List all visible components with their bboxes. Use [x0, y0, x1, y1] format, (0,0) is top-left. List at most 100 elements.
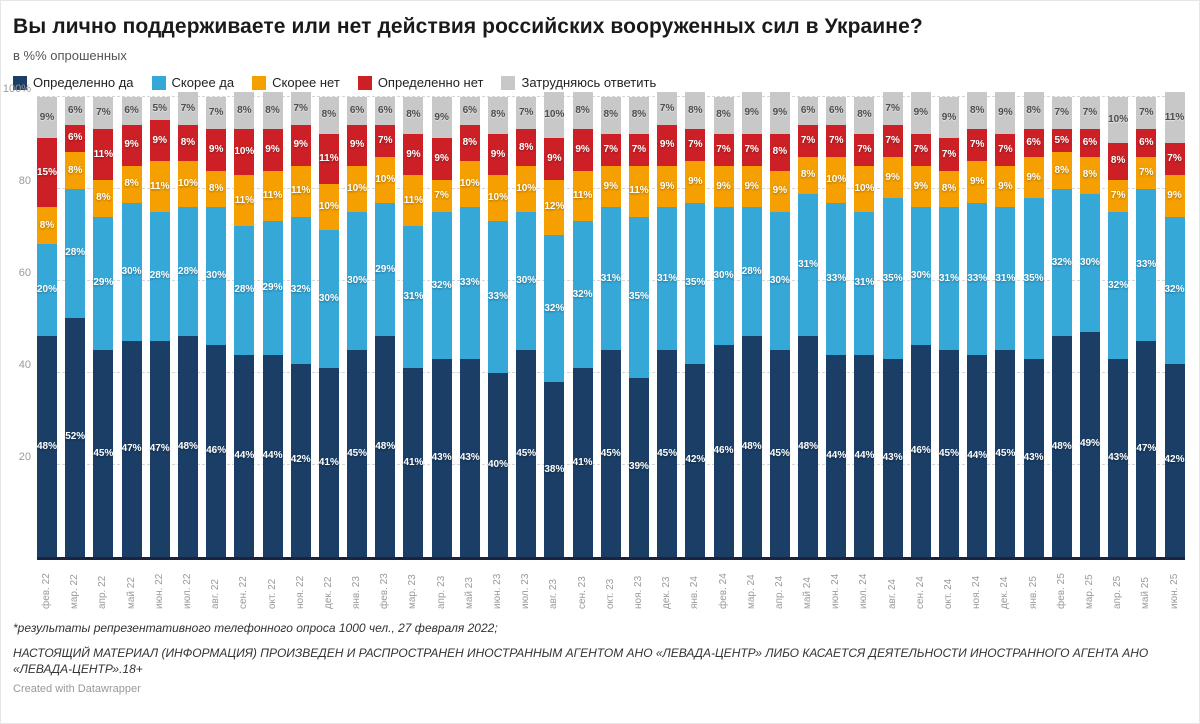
bar-segment: 30% — [1079, 193, 1100, 332]
x-axis-label-cell: июн. 22 — [150, 563, 170, 609]
bar-segment: 8% — [1079, 156, 1100, 194]
bar-segment: 9% — [657, 166, 678, 208]
bar-segment: 7% — [995, 133, 1016, 167]
bar-segment: 7% — [1051, 97, 1072, 130]
bar-segment: 10% — [459, 161, 480, 208]
segment-value-label: 35% — [882, 272, 903, 284]
bar-segment: 9% — [600, 166, 621, 208]
bar-segment: 45% — [347, 350, 367, 557]
segment-value-label: 7% — [941, 148, 957, 160]
bar-segment: 7% — [854, 133, 875, 167]
x-axis-label-cell: сен. 23 — [573, 563, 593, 609]
bar-segment: 9% — [939, 97, 959, 139]
x-axis-label-cell: мар. 25 — [1080, 563, 1100, 609]
segment-value-label: 48% — [741, 440, 762, 452]
datawrapper-credit[interactable]: Created with Datawrapper — [13, 683, 141, 696]
segment-value-label: 8% — [124, 178, 139, 190]
segment-value-label: 28% — [65, 247, 86, 259]
segment-value-label: 33% — [1136, 258, 1157, 270]
legend-item: Скорее да — [151, 75, 235, 90]
segment-value-label: 8% — [631, 109, 647, 121]
segment-value-label: 8% — [208, 183, 224, 194]
segment-value-label: 32% — [1164, 284, 1185, 296]
segment-value-label: 7% — [180, 102, 196, 114]
bar-segment: 7% — [910, 133, 931, 167]
bar-column: 43% 35% 9% 6% 8% — [1023, 92, 1044, 557]
bar-column: 45% 31% 8% 7% 9% — [939, 97, 959, 557]
bar-segment: 6% — [65, 124, 86, 153]
bar-segment: 45% — [769, 350, 790, 557]
x-axis-label: мар. 23 — [407, 574, 419, 609]
bar-segment: 33% — [459, 207, 480, 360]
x-axis-label: май 23 — [463, 577, 475, 609]
segment-value-label: 47% — [1136, 442, 1157, 454]
bar-segment: 8% — [572, 92, 593, 130]
bar-segment: 9% — [488, 133, 508, 176]
segment-value-label: 35% — [628, 291, 649, 303]
segment-value-label: 28% — [149, 270, 170, 282]
segment-value-label: 6% — [1082, 137, 1098, 149]
bar-segment: 8% — [600, 97, 621, 134]
segment-value-label: 31% — [995, 272, 1016, 284]
segment-value-label: 48% — [177, 440, 198, 452]
bar-segment: 31% — [798, 193, 818, 337]
segment-value-label: 43% — [431, 452, 452, 464]
bar-segment: 41% — [318, 368, 339, 557]
segment-value-label: 30% — [318, 293, 339, 305]
x-axis-label-cell: мар. 23 — [403, 563, 423, 609]
segment-value-label: 11% — [572, 189, 593, 201]
legend-label: Затрудняюсь ответить — [521, 75, 657, 90]
segment-value-label: 45% — [600, 447, 621, 459]
x-axis-label: янв. 24 — [689, 576, 701, 609]
segment-value-label: 29% — [93, 277, 114, 289]
segment-value-label: 48% — [798, 440, 819, 452]
bar-column: 46% 30% 9% 7% 9% — [910, 92, 931, 557]
y-axis-tick-label: 40 — [18, 359, 31, 371]
x-axis-label-cell: окт. 23 — [601, 563, 621, 609]
bar-segment: 9% — [741, 92, 762, 134]
bar-column: 45% 30% 9% 8% 9% — [769, 92, 790, 557]
segment-value-label: 10% — [488, 192, 509, 204]
bar-segment: 6% — [459, 97, 480, 125]
bar-column: 49% 30% 8% 6% 7% — [1079, 97, 1100, 557]
bar-segment: 20% — [37, 244, 57, 337]
bar-segment: 11% — [290, 166, 311, 217]
segment-value-label: 9% — [575, 143, 590, 155]
bar-segment: 8% — [262, 92, 283, 130]
bar-segment: 31% — [403, 225, 423, 369]
x-axis-label: окт. 23 — [604, 578, 616, 609]
x-axis-label: апр. 25 — [1112, 575, 1124, 609]
segment-value-label: 7% — [293, 102, 308, 114]
x-axis-label: июн. 24 — [830, 573, 842, 609]
bar-segment: 45% — [600, 350, 621, 557]
bar-segment: 7% — [798, 124, 819, 157]
y-axis-tick-label: 80 — [18, 175, 31, 187]
segment-value-label: 48% — [37, 440, 58, 452]
bar-column: 41% 32% 11% 9% 8% — [572, 92, 593, 557]
bar-segment: 30% — [206, 207, 226, 346]
x-axis-label-cell: фев. 25 — [1052, 563, 1072, 609]
bar-segment: 7% — [741, 133, 762, 167]
x-axis-label: мар. 22 — [69, 574, 81, 609]
x-axis-label: авг. 24 — [886, 579, 898, 609]
segment-value-label: 45% — [995, 447, 1016, 459]
bar-segment: 44% — [967, 354, 987, 557]
bar-segment: 6% — [65, 97, 86, 125]
bar-column: 43% 32% 7% 9% 9% — [431, 97, 452, 557]
bar-segment: 30% — [713, 207, 734, 346]
bar-column: 47% 28% 11% 9% 5% — [149, 97, 170, 557]
chart-title: Вы лично поддерживаете или нет действия … — [13, 15, 923, 38]
bar-column: 45% 30% 10% 9% 6% — [347, 97, 367, 557]
bar-segment: 35% — [882, 198, 903, 360]
y-axis-tick-label: 60 — [18, 267, 31, 279]
bar-segment: 5% — [1051, 129, 1072, 153]
bar-segment: 8% — [1023, 92, 1044, 130]
bar-segment: 45% — [657, 350, 677, 557]
segment-value-label: 29% — [375, 263, 396, 275]
bar-segment: 45% — [995, 350, 1015, 557]
bar-segment: 45% — [516, 350, 536, 557]
legend-label: Скорее да — [171, 75, 235, 90]
segment-value-label: 9% — [772, 107, 788, 119]
bar-segment: 33% — [967, 202, 987, 355]
bar-segment: 41% — [572, 368, 593, 557]
